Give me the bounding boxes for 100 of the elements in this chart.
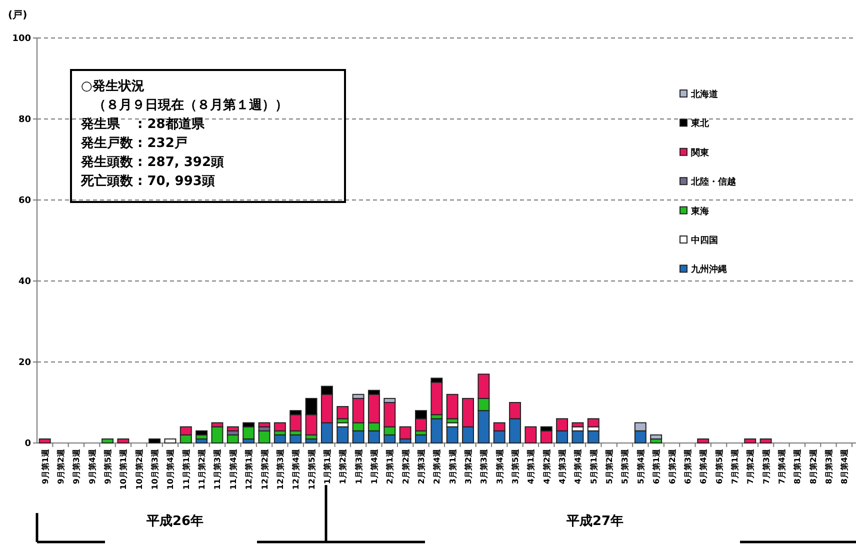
x-tick-label: 7月第1週 [730, 448, 740, 484]
bar [38, 438, 51, 444]
x-tick-label: 3月第2週 [464, 448, 474, 484]
x-tick-label: 6月第2週 [668, 448, 677, 484]
x-tick-label: 5月第3週 [620, 448, 630, 484]
x-tick-label: 12月第2週 [260, 448, 270, 490]
bar [274, 422, 286, 432]
y-tick-label: 20 [18, 358, 31, 368]
y-axis-title: (戸) [8, 10, 28, 21]
y-tick-label: 0 [24, 439, 31, 449]
x-tick-label: 10月第4週 [166, 448, 176, 490]
x-tick-label: 3月第4週 [495, 448, 504, 484]
x-tick-label: 6月第3週 [683, 448, 692, 484]
bar [572, 422, 584, 428]
x-tick-label: 8月第1週 [793, 448, 802, 484]
bar [148, 438, 161, 444]
x-tick-label: 9月第3週 [72, 448, 82, 484]
bar [399, 426, 412, 440]
x-tick-label: 7月第2週 [746, 448, 756, 484]
x-tick-label: 8月第4週 [840, 448, 850, 484]
bar [524, 426, 537, 444]
x-tick-label: 7月第4週 [777, 448, 786, 484]
x-tick-label: 1月第3週 [354, 448, 364, 484]
x-tick-label: 9月第5週 [104, 448, 113, 484]
bar [164, 438, 176, 444]
bar [226, 426, 239, 432]
bar [744, 438, 756, 444]
legend-label: 北海道 [690, 89, 719, 100]
x-tick-label: 9月第4週 [88, 448, 97, 484]
x-tick-label: 6月第5週 [714, 448, 724, 484]
bar [117, 438, 130, 444]
annotation: 発生戸数 : 232戸 [80, 136, 188, 151]
x-tick-label: 12月第3週 [276, 448, 285, 490]
x-tick-label: 11月第1週 [182, 448, 191, 490]
bar [697, 438, 710, 444]
x-tick-label: 6月第4週 [699, 448, 708, 484]
annotation: 発生県 : 28都道県 [80, 117, 206, 132]
y-tick-label: 80 [18, 115, 31, 125]
x-tick-label: 6月第1週 [652, 448, 662, 484]
x-tick-label: 7月第3週 [762, 448, 771, 484]
legend-label: 関東 [691, 147, 710, 158]
x-tick-label: 11月第3週 [213, 448, 222, 490]
x-tick-label: 2月第4週 [432, 448, 442, 484]
x-tick-label: 9月第1週 [40, 448, 50, 484]
annotation: 死亡頭数 : 70, 993頭 [80, 173, 215, 189]
x-tick-label: 10月第3週 [150, 448, 160, 490]
bar [572, 430, 584, 444]
bar [336, 426, 349, 444]
x-tick-label: 3月第1週 [448, 448, 458, 484]
text: 平成26年 [145, 514, 204, 529]
x-tick-label: 10月第1週 [119, 448, 128, 490]
bar [242, 426, 255, 440]
x-tick-label: 4月第2週 [542, 448, 552, 484]
bar [196, 430, 208, 436]
x-tick-label: 12月第1週 [244, 448, 254, 490]
bar [102, 438, 114, 444]
x-tick-label: 5月第4週 [636, 448, 646, 484]
x-tick-label: 2月第3週 [416, 448, 426, 484]
y-tick-label: 100 [12, 34, 31, 44]
x-tick-label: 1月第4週 [370, 448, 379, 484]
x-tick-label: 12月第5週 [307, 448, 316, 490]
bar [258, 422, 270, 428]
x-tick-label: 2月第1週 [386, 448, 395, 484]
text: 平成27年 [565, 514, 624, 529]
bar [446, 394, 458, 420]
legend-label: 九州沖縄 [690, 264, 727, 276]
x-tick-label: 3月第3週 [480, 448, 489, 484]
x-tick-label: 1月第2週 [338, 448, 348, 484]
legend-label: 北陸・信越 [690, 176, 736, 188]
bar [336, 406, 349, 420]
legend-label: 東海 [690, 206, 709, 217]
legend-label: 中四国 [691, 235, 718, 246]
x-tick-label: 4月第1週 [526, 448, 536, 484]
bar [760, 438, 772, 444]
y-tick-label: 60 [18, 196, 31, 206]
bar [587, 418, 600, 428]
x-tick-label: 3月第5週 [511, 448, 520, 484]
x-tick-label: 4月第3週 [558, 448, 568, 484]
x-tick-label: 9月第2週 [56, 448, 66, 484]
bar [650, 434, 662, 440]
legend-label: 東北 [690, 118, 710, 130]
x-tick-label: 8月第2週 [808, 448, 818, 484]
x-tick-label: 4月第4週 [574, 448, 583, 484]
x-tick-label: 5月第2週 [605, 448, 614, 484]
x-tick-label: 11月第4週 [228, 448, 238, 490]
bar [290, 414, 302, 432]
bar [430, 382, 443, 416]
y-tick-label: 40 [18, 277, 31, 287]
x-tick-label: 1月第1週 [322, 448, 332, 484]
x-tick-label: 10月第2週 [134, 448, 144, 490]
annotation: ○発生状況 [81, 79, 144, 94]
bar [540, 430, 552, 444]
x-tick-label: 2月第2週 [401, 448, 410, 484]
x-tick-label: 11月第2週 [198, 448, 207, 490]
annotation: 発生頭数 : 287, 392頭 [80, 155, 224, 170]
x-tick-label: 5月第1週 [589, 448, 598, 484]
bar [587, 430, 600, 444]
annotation: （８月９日現在（８月第１週）） [93, 98, 288, 113]
bar [446, 426, 458, 444]
bar [211, 426, 224, 444]
